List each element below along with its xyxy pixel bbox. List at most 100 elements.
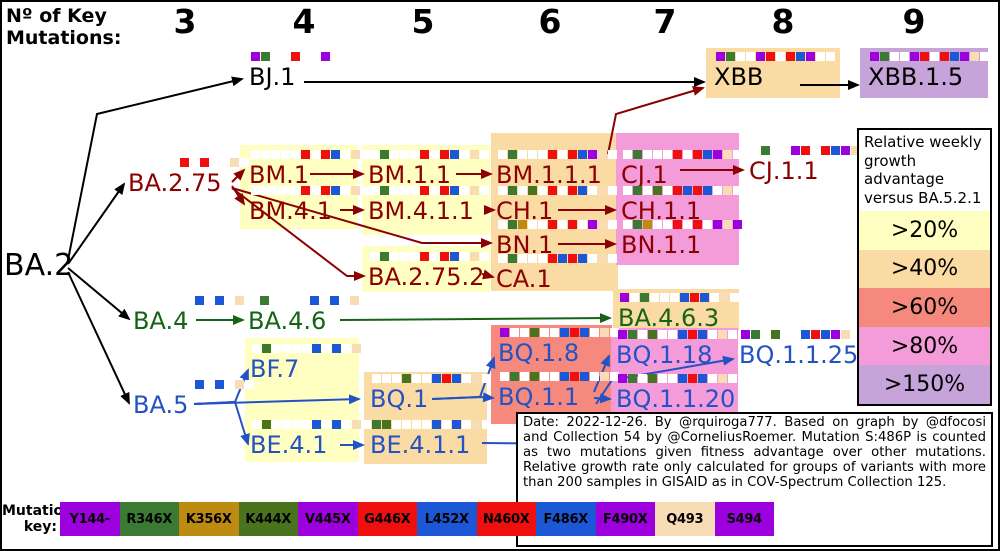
mutation-square-green (261, 52, 270, 61)
mutation-square-red (442, 374, 451, 383)
mutation-square-white (271, 150, 280, 159)
mutation-square-white (360, 296, 369, 305)
mutation-square-red (688, 330, 697, 339)
mutation-square-green (640, 293, 649, 302)
mutation-square-olive (648, 330, 657, 339)
mutation-square-white (290, 296, 299, 305)
mutation-square-white (165, 380, 174, 389)
mutation-square-blue (683, 186, 692, 195)
mutation-square-purple (733, 220, 742, 229)
mutation-square-white (400, 252, 409, 261)
mutation-square-blue (680, 293, 689, 302)
mutation-square-white (311, 186, 320, 195)
mutation-square-purple (910, 52, 919, 61)
mutation-square-blue (558, 254, 567, 263)
mutation-square-white (713, 186, 722, 195)
column-number-6: 6 (538, 2, 562, 41)
column-number-4: 4 (292, 2, 316, 41)
mutation-square-green (508, 186, 517, 195)
mutation-strip-BF.7 (252, 344, 371, 353)
mutation-key-label-line: Mutation (2, 503, 74, 519)
mutation-square-white (422, 374, 431, 383)
mutation-square-green (508, 220, 517, 229)
mutation-square-white (225, 296, 234, 305)
mutation-square-green (508, 150, 517, 159)
mutation-square-white (638, 374, 647, 383)
mutation-square-white (660, 293, 669, 302)
mutation-square-white (430, 186, 439, 195)
mutation-square-blue (332, 344, 341, 353)
mutation-square-white (811, 146, 820, 155)
mutation-strip-CH.1 (498, 186, 617, 195)
mutation-key-F490X: F490X (595, 502, 655, 536)
mutation-square-blue (450, 252, 459, 261)
mutation-strip-BM.1.1.1 (498, 150, 617, 159)
mutation-square-blue (796, 52, 805, 61)
mutation-square-white (281, 150, 290, 159)
mutation-square-peach (352, 420, 361, 429)
mutation-square-red (440, 186, 449, 195)
mutation-square-purple (791, 146, 800, 155)
mutation-square-red (821, 146, 830, 155)
mutation-square-white (708, 374, 717, 383)
mutation-square-blue (312, 344, 321, 353)
mutation-square-blue (195, 380, 204, 389)
mutation-square-white (500, 372, 509, 381)
mutation-square-white (370, 150, 379, 159)
mutation-square-white (361, 150, 370, 159)
mutation-square-blue (432, 420, 441, 429)
variant-label-BQ.1: BQ.1 (370, 385, 429, 413)
mutation-square-white (245, 296, 254, 305)
mutation-square-white (710, 293, 719, 302)
mutation-square-blue (698, 374, 707, 383)
mutation-square-green (726, 52, 735, 61)
mutation-square-red (180, 158, 189, 167)
mutation-square-white (372, 374, 381, 383)
mutation-square-red (786, 52, 795, 61)
mutation-square-peach (352, 344, 361, 353)
mutation-strip-BQ.1.8 (500, 328, 619, 337)
mutation-square-white (590, 372, 599, 381)
legend-title-line: growth advantage (864, 151, 945, 189)
variant-label-BQ.1.1.25: BQ.1.1.25 (739, 341, 859, 369)
mutation-square-white (653, 220, 662, 229)
mutation-square-blue (452, 420, 461, 429)
legend-row-40: >40% (859, 249, 990, 289)
mutation-square-white (630, 293, 639, 302)
mutation-square-white (528, 220, 537, 229)
mutation-square-peach (598, 254, 607, 263)
mutation-square-blue (310, 296, 319, 305)
mutation-square-white (670, 293, 679, 302)
mutation-square-peach (851, 146, 860, 155)
mutation-square-white (480, 150, 489, 159)
mutation-square-white (145, 380, 154, 389)
legend-row-60: >60% (859, 288, 990, 327)
mutation-square-blue (678, 330, 687, 339)
mutation-square-white (610, 328, 619, 337)
mutation-square-white (342, 420, 351, 429)
variant-label-BF.7: BF.7 (250, 355, 300, 383)
variant-label-BA.5: BA.5 (133, 391, 189, 419)
mutation-square-blue (215, 296, 224, 305)
variant-label-BM.4.1: BM.4.1 (249, 197, 332, 225)
mutation-square-white (930, 52, 939, 61)
mutation-square-white (751, 146, 760, 155)
mutation-square-white (520, 328, 529, 337)
mutation-square-olive (262, 420, 271, 429)
mutation-square-green (628, 330, 637, 339)
legend-row-20: >20% (859, 211, 990, 250)
mutation-square-gold (518, 220, 527, 229)
mutation-square-blue (700, 293, 709, 302)
mutation-square-white (281, 186, 290, 195)
mutation-square-peach (470, 252, 479, 261)
mutation-square-white (252, 420, 261, 429)
mutation-square-white (623, 150, 632, 159)
mutation-square-blue (578, 150, 587, 159)
mutation-key-Q493: Q493 (655, 502, 715, 536)
mutation-square-olive (530, 328, 539, 337)
mutation-square-peach (235, 380, 244, 389)
column-number-8: 8 (771, 2, 795, 41)
mutation-square-green (633, 220, 642, 229)
mutation-square-white (540, 328, 549, 337)
mutation-square-green (262, 344, 271, 353)
